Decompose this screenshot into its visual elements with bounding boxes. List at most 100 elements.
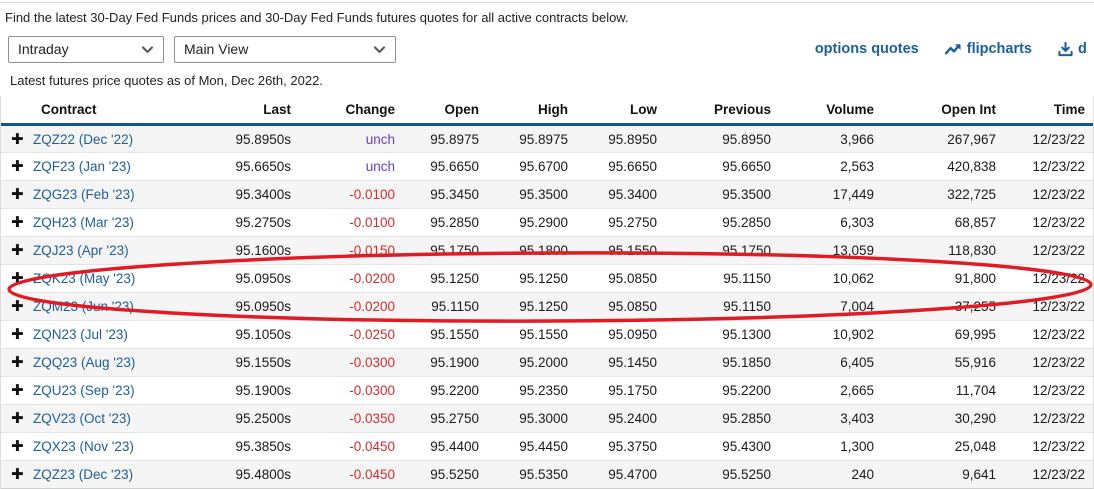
options-quotes-link[interactable]: options quotes [815, 41, 919, 57]
time-cell: 12/23/22 [1032, 131, 1085, 147]
change-cell: -0.0250 [299, 320, 403, 349]
open-cell: 95.1900 [403, 348, 487, 377]
expand-row-button[interactable]: ✚ [11, 409, 24, 427]
contract-link[interactable]: ZQQ23 (Aug '23) [33, 355, 136, 370]
header-low[interactable]: Low [576, 96, 665, 126]
expand-row-button[interactable]: ✚ [11, 465, 24, 483]
table-row: ✚ ZQQ23 (Aug '23) 95.1550s -0.0300 95.19… [1, 348, 1093, 377]
volume-cell: 13,059 [779, 236, 882, 265]
open-int-cell: 30,290 [882, 404, 1004, 433]
futures-quotes-table: Contract Last Change Open High Low Previ… [1, 96, 1093, 489]
header-previous[interactable]: Previous [665, 96, 779, 126]
expand-row-button[interactable]: ✚ [11, 269, 24, 287]
previous-cell: 95.4300 [665, 432, 779, 461]
contract-link[interactable]: ZQF23 (Jan '23) [33, 159, 131, 174]
header-open-int[interactable]: Open Int [882, 96, 1004, 126]
table-row: ✚ ZQJ23 (Apr '23) 95.1600s -0.0150 95.17… [1, 236, 1093, 265]
expand-row-button[interactable]: ✚ [11, 157, 24, 175]
volume-cell: 3,966 [840, 131, 874, 147]
previous-cell: 95.5250 [665, 460, 779, 489]
contract-cell: ZQG23 (Feb '23) [29, 180, 197, 209]
change-cell: -0.0200 [299, 264, 403, 293]
header-change[interactable]: Change [299, 96, 403, 126]
contract-cell: ZQZ23 (Dec '23) [29, 460, 197, 489]
contract-link[interactable]: ZQN23 (Jul '23) [33, 327, 128, 342]
flipcharts-link[interactable]: flipcharts [944, 41, 1032, 57]
header-contract[interactable]: Contract [29, 96, 197, 126]
contract-cell: ZQK23 (May '23) [29, 264, 197, 293]
change-cell: -0.0350 [299, 404, 403, 433]
high-cell: 95.6700 [487, 152, 576, 181]
contract-cell: ZQF23 (Jan '23) [29, 152, 197, 181]
last-cell: 95.2750s [197, 208, 299, 237]
high-cell: 95.4450 [487, 432, 576, 461]
download-icon [1058, 41, 1073, 56]
change-cell: -0.0450 [299, 432, 403, 461]
low-cell: 95.2400 [576, 404, 665, 433]
volume-cell: 1,300 [779, 432, 882, 461]
contract-link[interactable]: ZQX23 (Nov '23) [33, 439, 134, 454]
toolbar-links: options quotes flipcharts d [815, 41, 1094, 57]
table-row: ✚ ZQG23 (Feb '23) 95.3400s -0.0100 95.34… [1, 180, 1093, 209]
high-cell: 95.5350 [487, 460, 576, 489]
contract-link[interactable]: ZQJ23 (Apr '23) [33, 243, 129, 258]
contract-cell: ZQX23 (Nov '23) [29, 432, 197, 461]
low-cell: 95.1550 [576, 236, 665, 265]
high-cell: 95.3500 [487, 180, 576, 209]
contract-cell: ZQJ23 (Apr '23) [29, 236, 197, 265]
contract-link[interactable]: ZQH23 (Mar '23) [33, 215, 134, 230]
contract-link[interactable]: ZQM23 (Jun '23) [33, 299, 134, 314]
volume-cell: 2,563 [779, 152, 882, 181]
last-cell: 95.4800s [197, 460, 299, 489]
expand-row-button[interactable]: ✚ [11, 325, 24, 343]
change-cell: -0.0100 [299, 208, 403, 237]
last-cell: 95.0950s [197, 264, 299, 293]
high-cell: 95.2000 [487, 348, 576, 377]
header-expand-column [1, 96, 29, 126]
expand-row-button[interactable]: ✚ [11, 437, 24, 455]
time-cell: 12/23/22 [1004, 152, 1093, 181]
header-high[interactable]: High [487, 96, 576, 126]
quotes-toolbar: Intraday Main View options quotes flipch… [0, 32, 1094, 64]
open-cell: 95.3450 [403, 180, 487, 209]
last-cell: 95.0950s [197, 292, 299, 321]
expand-row-button[interactable]: ✚ [11, 185, 24, 203]
table-row: ✚ ZQF23 (Jan '23) 95.6650s unch 95.6650 … [1, 152, 1093, 181]
contract-link[interactable]: ZQZ23 (Dec '23) [33, 467, 134, 482]
expand-row-button[interactable]: ✚ [11, 241, 24, 259]
header-time[interactable]: Time [1004, 96, 1093, 126]
change-cell: -0.0100 [299, 180, 403, 209]
volume-cell: 240 [779, 460, 882, 489]
expand-row-button[interactable]: ✚ [11, 353, 24, 371]
expand-row-button[interactable]: ✚ [11, 129, 24, 148]
view-select-value: Main View [184, 41, 249, 57]
high-cell: 95.2900 [487, 208, 576, 237]
change-cell: unch [365, 131, 395, 147]
table-row: ✚ ZQM23 (Jun '23) 95.0950s -0.0200 95.11… [1, 292, 1093, 321]
expand-row-cell: ✚ [1, 264, 29, 293]
contract-link[interactable]: ZQZ22 (Dec '22) [33, 131, 134, 147]
header-open[interactable]: Open [403, 96, 487, 126]
time-cell: 12/23/22 [1004, 180, 1093, 209]
header-last[interactable]: Last [197, 96, 299, 126]
expand-row-button[interactable]: ✚ [11, 297, 24, 315]
change-cell: unch [299, 152, 403, 181]
view-select[interactable]: Main View [174, 35, 396, 63]
previous-cell: 95.2850 [665, 404, 779, 433]
time-cell: 12/23/22 [1004, 292, 1093, 321]
header-volume[interactable]: Volume [779, 96, 882, 126]
contract-link[interactable]: ZQG23 (Feb '23) [33, 187, 135, 202]
volume-cell: 17,449 [779, 180, 882, 209]
contract-link[interactable]: ZQV23 (Oct '23) [33, 411, 131, 426]
contract-link[interactable]: ZQK23 (May '23) [33, 271, 136, 286]
last-cell: 95.3400s [197, 180, 299, 209]
table-row: ✚ ZQX23 (Nov '23) 95.3850s -0.0450 95.44… [1, 432, 1093, 461]
timeframe-select[interactable]: Intraday [8, 35, 164, 63]
expand-row-button[interactable]: ✚ [11, 381, 24, 399]
table-row: ✚ ZQN23 (Jul '23) 95.1050s -0.0250 95.15… [1, 320, 1093, 349]
table-header-row: Contract Last Change Open High Low Previ… [1, 96, 1093, 126]
download-link[interactable]: d [1058, 41, 1094, 57]
time-cell: 12/23/22 [1004, 432, 1093, 461]
expand-row-button[interactable]: ✚ [11, 213, 24, 231]
contract-link[interactable]: ZQU23 (Sep '23) [33, 383, 135, 398]
